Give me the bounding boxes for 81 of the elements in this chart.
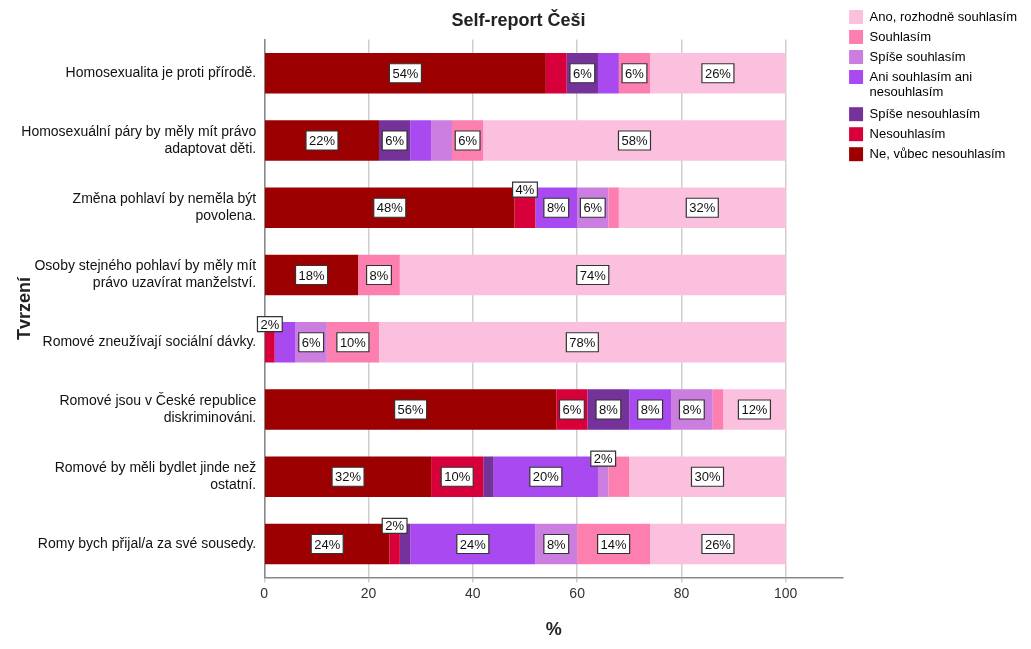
y-axis-title: Tvrzení (13, 276, 34, 341)
data-label: 12% (741, 402, 768, 418)
bar (650, 523, 786, 565)
data-label: 24% (314, 536, 341, 552)
data-label: 8% (599, 402, 619, 418)
bar (597, 53, 619, 94)
x-tick-label: 100 (774, 584, 798, 601)
data-label: 10% (444, 469, 471, 485)
data-label: 26% (704, 536, 732, 552)
x-tick-label: 60 (569, 584, 586, 601)
y-tick-label: Romové jsou v České republice diskriminováni. (59, 391, 257, 425)
bar (650, 53, 786, 94)
bar (712, 389, 724, 430)
bar (265, 456, 432, 497)
y-tick-label: Romové zneužívají sociální dávky. (42, 333, 257, 350)
data-label: 32% (335, 469, 362, 485)
data-label: 6% (385, 133, 405, 149)
data-label: 6% (583, 200, 603, 216)
data-label: 6% (301, 334, 322, 350)
data-label: 54% (392, 65, 419, 81)
bar (399, 254, 786, 296)
bar (410, 523, 536, 565)
legend-label: Souhlasím (869, 28, 931, 44)
data-label: 10% (339, 334, 367, 350)
bar (618, 187, 786, 228)
bar (265, 120, 379, 161)
x-axis-title: % (545, 619, 562, 640)
bar (483, 120, 786, 161)
legend-label: Spíše nesouhlasím (869, 105, 981, 121)
data-label: 48% (376, 200, 404, 216)
data-label: 8% (369, 267, 389, 283)
data-label: 24% (459, 536, 487, 552)
data-label: 6% (625, 65, 645, 81)
data-label: 18% (298, 267, 325, 283)
x-tick-label: 40 (465, 584, 481, 601)
data-label: 32% (689, 200, 716, 216)
data-label: 14% (600, 536, 628, 552)
data-label: 8% (546, 536, 567, 552)
bar (431, 120, 452, 161)
x-tick-label: 20 (360, 584, 377, 601)
bar (378, 322, 786, 363)
data-label: 8% (546, 200, 567, 216)
legend-label: Ani souhlasím ani nesouhlasím (869, 68, 973, 100)
data-label: 8% (682, 402, 702, 418)
legend-label: Nesouhlasím (869, 125, 946, 141)
data-label: 2% (385, 518, 405, 534)
data-label: 2% (593, 451, 614, 467)
data-label: 6% (572, 65, 593, 81)
data-label: 78% (569, 334, 596, 350)
legend-label: Ne, vůbec nesouhlasím (869, 145, 1006, 161)
bar (608, 187, 619, 228)
bar (265, 187, 515, 228)
legend-label: Spíše souhlasím (869, 48, 966, 64)
bar (265, 389, 557, 430)
y-tick-label: Změna pohlaví by neměla být povolena. (72, 190, 257, 223)
data-label: 58% (621, 133, 648, 149)
legend-label: Ano, rozhodně souhlasím (869, 8, 1018, 24)
y-tick-label: Homosexuální páry by měly mít právo adaptovat děti. (21, 122, 257, 156)
data-label: 8% (640, 402, 660, 418)
data-label: 2% (260, 316, 280, 332)
data-label: 22% (308, 133, 336, 149)
bar (410, 120, 432, 161)
data-label: 6% (458, 133, 478, 149)
y-tick-label: Romy bych přijal/a za své sousedy. (37, 534, 257, 551)
data-label: 26% (704, 65, 732, 81)
bar (545, 53, 567, 94)
y-tick-label: Homosexualita je proti přírodě. (65, 64, 257, 81)
data-label: 6% (562, 402, 582, 418)
x-tick-label: 80 (673, 584, 690, 601)
data-label: 56% (397, 402, 425, 418)
x-tick-label: 0 (260, 584, 269, 601)
data-label: 30% (694, 469, 721, 485)
y-tick-label: Osoby stejného pohlaví by měly mít právo uzavírat manželství. (34, 257, 257, 291)
chart-title: Self-report Češi (451, 8, 586, 30)
data-label: 20% (532, 469, 560, 485)
bar (629, 456, 786, 497)
y-tick-label: Romové by měli bydlet jinde než ostatní. (54, 459, 257, 492)
bar (265, 53, 546, 94)
data-label: 74% (579, 267, 607, 283)
bar (483, 456, 494, 497)
data-label: 4% (515, 182, 535, 198)
